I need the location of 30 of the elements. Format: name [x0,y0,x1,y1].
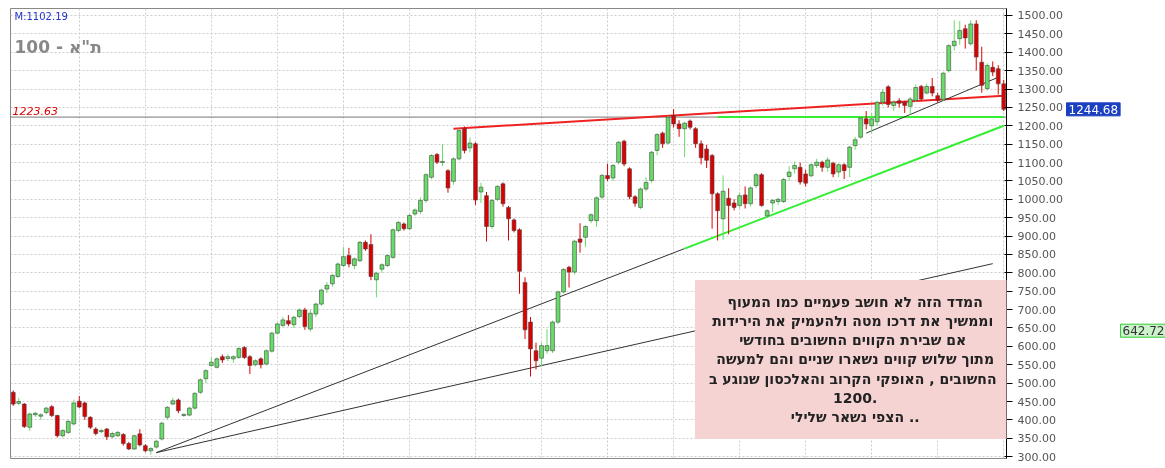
y-tick-label: 350.00 [1017,432,1056,446]
text: ת"א - 100 [14,36,102,57]
y-tick-label: 750.00 [1017,285,1056,299]
y-tick-label: 1400.00 [1017,46,1063,60]
y-tick-label: 1050.00 [1017,174,1063,188]
y-tick-label: 300.00 [1017,450,1056,464]
text: 642.72 [1122,324,1165,339]
y-tick-label: 1150.00 [1017,138,1063,152]
y-tick-label: 1350.00 [1017,64,1063,78]
y-tick-label: 500.00 [1017,377,1056,391]
y-tick-label: 450.00 [1017,395,1056,409]
y-tick-label: 650.00 [1017,321,1056,335]
text: 1244.68 [1068,102,1119,117]
y-tick-label: 850.00 [1017,248,1056,262]
y-tick-label: 1100.00 [1017,156,1063,170]
y-tick-label: 600.00 [1017,340,1056,354]
annotation: M:1102.19 [14,10,68,22]
y-tick-label: 1450.00 [1017,27,1063,41]
y-tick-label: 950.00 [1017,211,1056,225]
y-tick-label: 1000.00 [1017,193,1063,207]
y-tick-label: 700.00 [1017,303,1056,317]
y-tick-label: 400.00 [1017,413,1056,427]
y-tick-label: 1250.00 [1017,101,1063,115]
y-tick-label: 800.00 [1017,266,1056,280]
y-tick-label: 900.00 [1017,230,1056,244]
y-tick-label: 550.00 [1017,358,1056,372]
y-tick-label: 1500.00 [1017,9,1063,23]
y-tick-label: 1300.00 [1017,83,1063,97]
ref-line-label: 1223.63 [12,105,58,119]
y-tick-label: 1200.00 [1017,119,1063,133]
